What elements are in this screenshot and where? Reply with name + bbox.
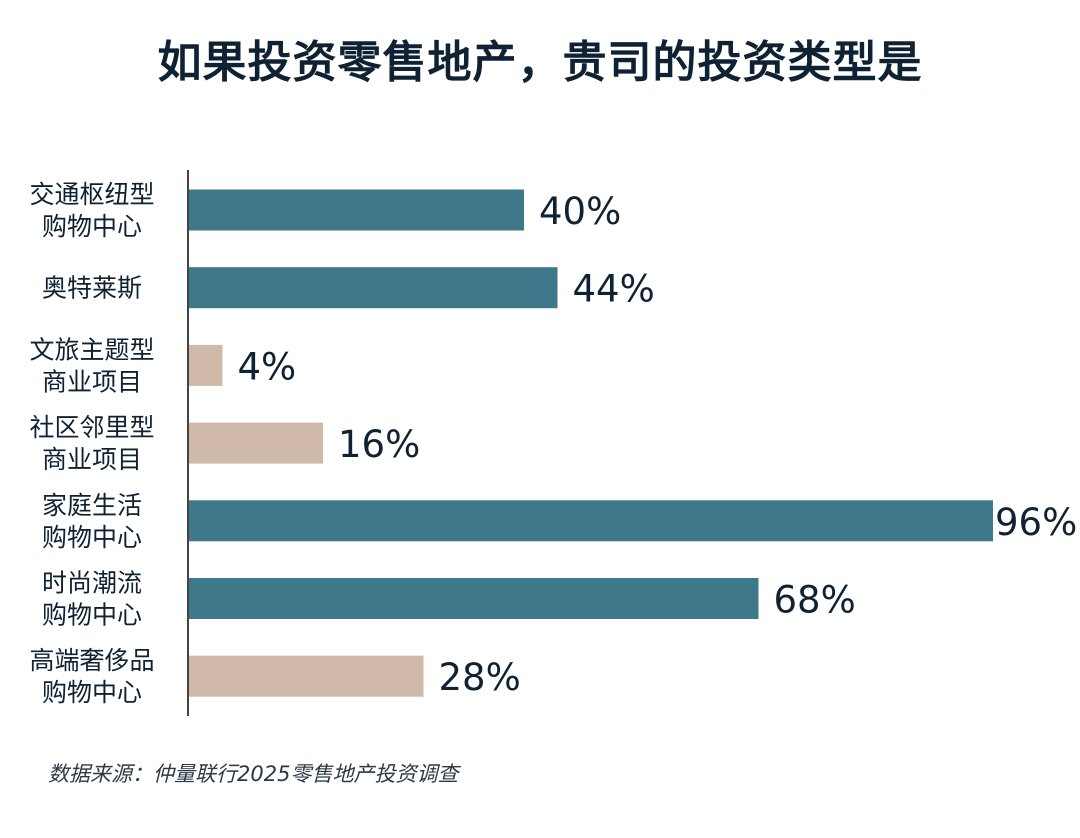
value-label-1: 44%: [573, 268, 655, 311]
category-label-line: 购物中心: [42, 212, 142, 241]
data-source-note: 数据来源：仲量联行2025零售地产投资调查: [48, 762, 459, 786]
category-label-4: 家庭生活购物中心: [42, 491, 142, 552]
bar-5: [189, 578, 759, 619]
value-label-2: 4%: [238, 345, 297, 388]
value-label-3: 16%: [338, 423, 420, 466]
category-label-5: 时尚潮流购物中心: [42, 569, 142, 630]
category-label-line: 购物中心: [42, 601, 142, 630]
category-label-line: 商业项目: [42, 445, 142, 474]
bar-3: [189, 422, 323, 464]
bars-layer: [189, 189, 993, 697]
category-label-0: 交通枢纽型购物中心: [29, 180, 154, 241]
value-label-5: 68%: [774, 579, 856, 622]
category-label-line: 商业项目: [42, 367, 142, 396]
value-label-6: 28%: [439, 656, 521, 699]
category-label-6: 高端奢侈品购物中心: [29, 646, 154, 707]
category-label-line: 交通枢纽型: [29, 180, 154, 209]
category-label-line: 时尚潮流: [42, 569, 142, 598]
category-label-line: 购物中心: [42, 678, 142, 707]
bar-0: [189, 189, 524, 231]
category-label-line: 奥特莱斯: [42, 274, 142, 303]
category-labels-layer: 交通枢纽型购物中心奥特莱斯文旅主题型商业项目社区邻里型商业项目家庭生活购物中心时…: [29, 180, 154, 707]
bar-1: [189, 267, 558, 309]
value-labels-layer: 40% 44% 4% 16% 96% 68% 28%: [238, 190, 1078, 699]
category-label-line: 高端奢侈品: [29, 646, 154, 675]
category-label-3: 社区邻里型商业项目: [29, 413, 154, 474]
bar-2: [189, 344, 223, 386]
category-label-line: 文旅主题型: [29, 335, 154, 364]
bar-6: [189, 655, 424, 697]
bar-chart: 交通枢纽型购物中心奥特莱斯文旅主题型商业项目社区邻里型商业项目家庭生活购物中心时…: [29, 170, 1078, 716]
category-label-line: 购物中心: [42, 523, 142, 552]
value-label-4: 96%: [995, 501, 1077, 544]
category-label-line: 家庭生活: [42, 491, 142, 520]
chart-title: 如果投资零售地产，贵司的投资类型是: [157, 37, 923, 88]
category-label-line: 社区邻里型: [29, 413, 154, 442]
bar-4: [189, 500, 993, 542]
category-label-2: 文旅主题型商业项目: [29, 335, 154, 396]
value-label-0: 40%: [539, 190, 621, 233]
category-label-1: 奥特莱斯: [42, 274, 142, 303]
